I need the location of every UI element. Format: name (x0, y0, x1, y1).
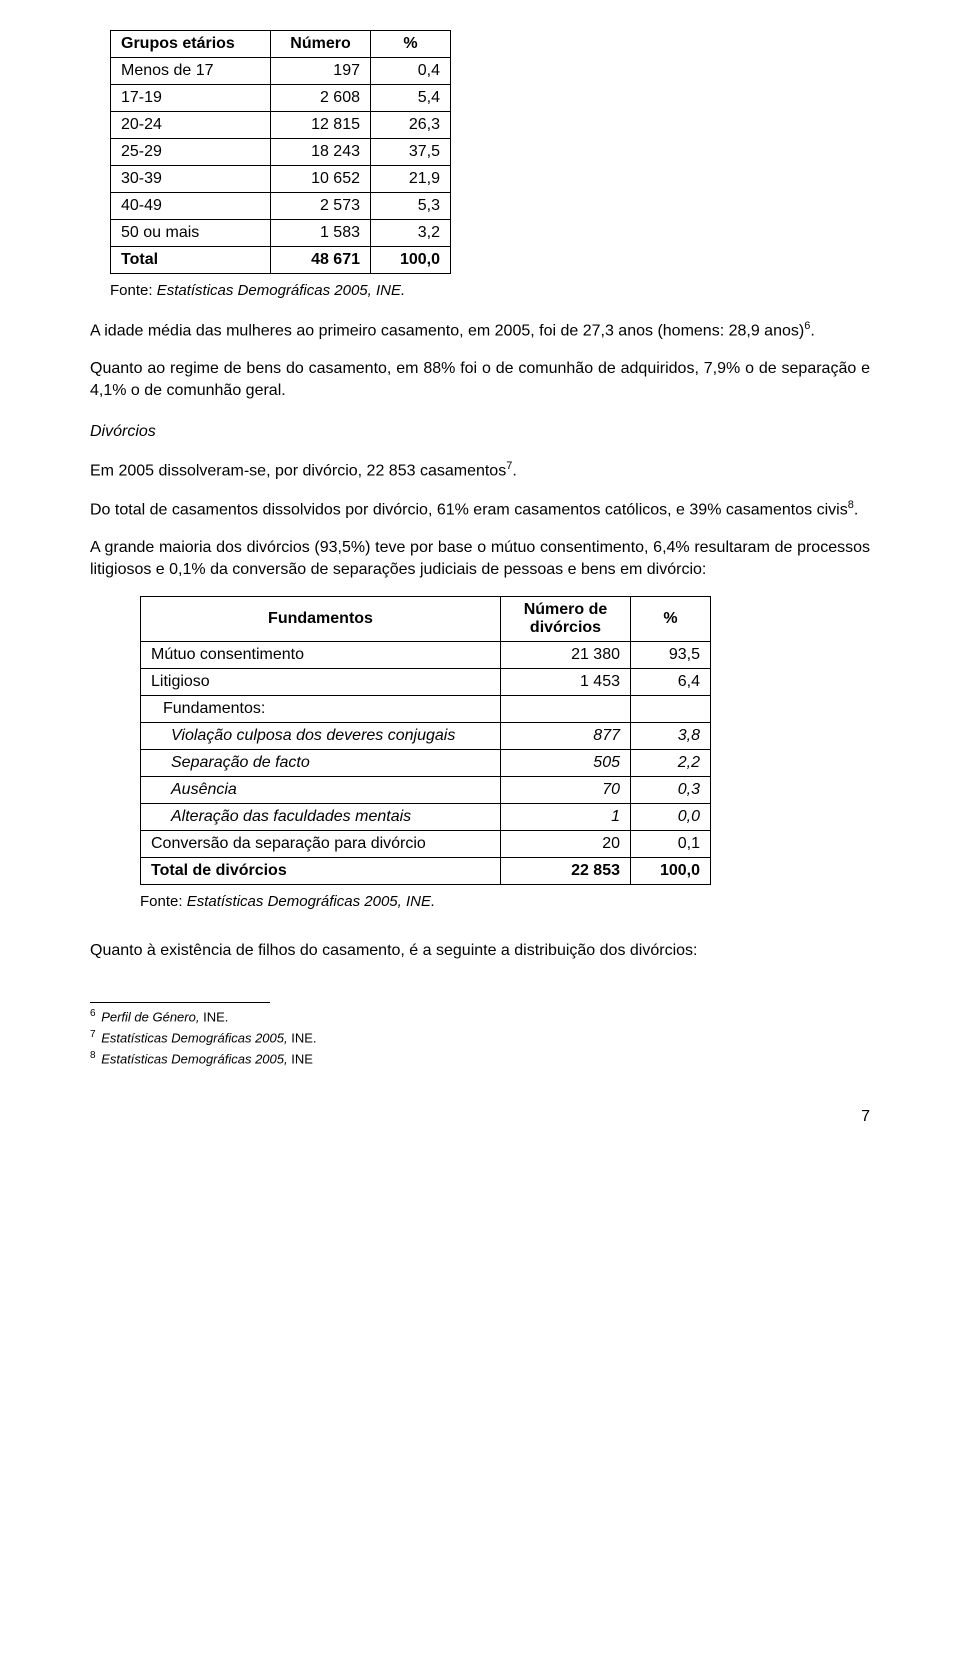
th-fundamentos: Fundamentos (141, 597, 501, 642)
table-row: 50 ou mais 1 583 3,2 (111, 220, 451, 247)
section-divorcios-heading: Divórcios (90, 423, 870, 441)
para-dissolveram: Em 2005 dissolveram-se, por divórcio, 22… (90, 459, 870, 482)
para-filhos: Quanto à existência de filhos do casamen… (90, 940, 870, 962)
footnote-7: 7 Estatísticas Demográficas 2005, INE. (90, 1028, 870, 1047)
para-divorcios-base: A grande maioria dos divórcios (93,5%) t… (90, 537, 870, 580)
table-row: Conversão da separação para divórcio 20 … (141, 831, 711, 858)
table2-source: Fonte: Estatísticas Demográficas 2005, I… (140, 893, 870, 910)
age-groups-table: Grupos etários Número % Menos de 17 197 … (110, 30, 451, 274)
th-numero: Número (271, 31, 371, 58)
th-grupos: Grupos etários (111, 31, 271, 58)
table-row: Separação de facto 505 2,2 (141, 750, 711, 777)
para-idade-media: A idade média das mulheres ao primeiro c… (90, 319, 870, 342)
table-total-row: Total 48 671 100,0 (111, 247, 451, 274)
para-regime-bens: Quanto ao regime de bens do casamento, e… (90, 358, 870, 401)
th-pct: % (371, 31, 451, 58)
table-row: 17-19 2 608 5,4 (111, 85, 451, 112)
table-row: 30-39 10 652 21,9 (111, 166, 451, 193)
table-total-row: Total de divórcios 22 853 100,0 (141, 858, 711, 885)
table-row: Fundamentos: (141, 696, 711, 723)
table-row: 25-29 18 243 37,5 (111, 139, 451, 166)
divorcios-fundamentos-table: Fundamentos Número de divórcios % Mútuo … (140, 596, 711, 885)
table-row: Menos de 17 197 0,4 (111, 58, 451, 85)
footnote-8: 8 Estatísticas Demográficas 2005, INE (90, 1049, 870, 1068)
th-num-div: Número de divórcios (501, 597, 631, 642)
table-row: Litigioso 1 453 6,4 (141, 669, 711, 696)
table-row: Violação culposa dos deveres conjugais 8… (141, 723, 711, 750)
table-row: Alteração das faculdades mentais 1 0,0 (141, 804, 711, 831)
page-number: 7 (90, 1108, 870, 1126)
table-row: 20-24 12 815 26,3 (111, 112, 451, 139)
table-row: Ausência 70 0,3 (141, 777, 711, 804)
footnote-6: 6 Perfil de Género, INE. (90, 1007, 870, 1026)
table-row: Mútuo consentimento 21 380 93,5 (141, 642, 711, 669)
table-row: 40-49 2 573 5,3 (111, 193, 451, 220)
table1-source: Fonte: Estatísticas Demográficas 2005, I… (110, 282, 870, 299)
para-casamentos-catolicos: Do total de casamentos dissolvidos por d… (90, 498, 870, 521)
footnotes-separator (90, 1002, 270, 1003)
th-pct2: % (631, 597, 711, 642)
